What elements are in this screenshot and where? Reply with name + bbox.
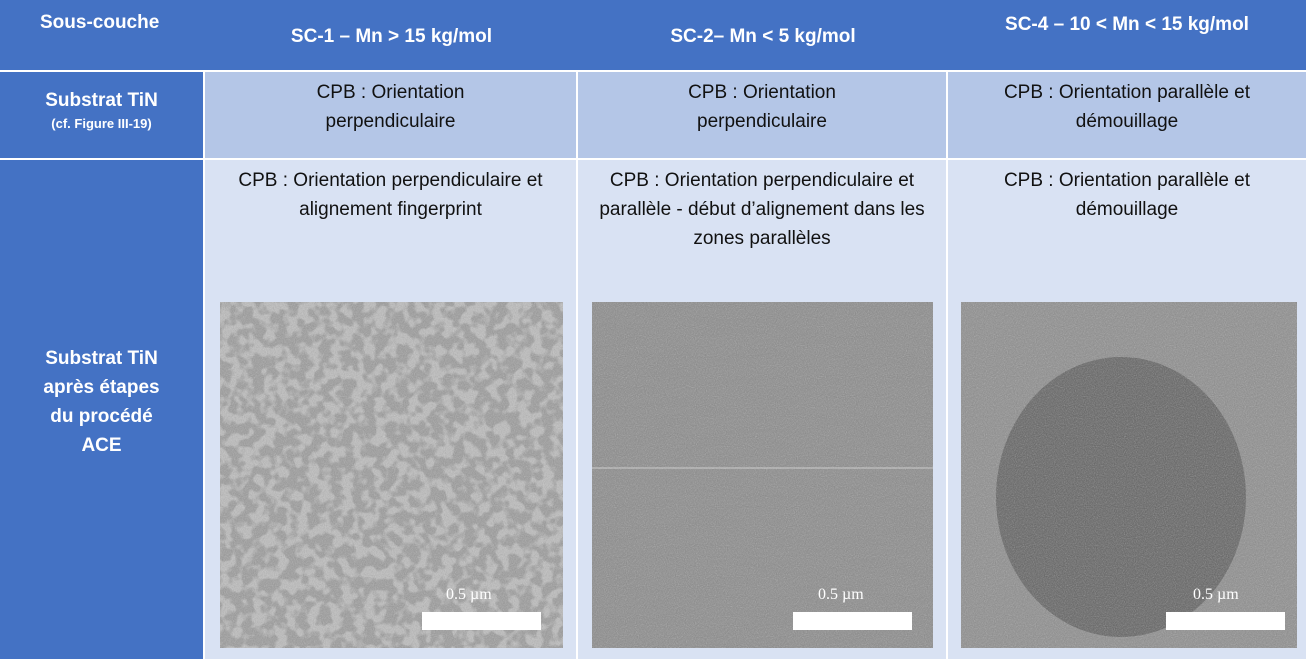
header-cell: SC-2– Mn < 5 kg/mol <box>578 0 948 70</box>
row-note: (cf. Figure III-19) <box>51 116 152 131</box>
table-cell: CPB : Orientation parallèle et démouilla… <box>948 72 1306 158</box>
scale-bar-label: 0.5 µm <box>1193 586 1239 603</box>
header-cell: SC-1 – Mn > 15 kg/mol <box>205 0 578 70</box>
row-label: Substrat TiN (cf. Figure III-19) <box>0 72 203 158</box>
row-label-text: Substrat TiN <box>45 90 158 111</box>
scale-bar <box>422 612 541 630</box>
sem-image <box>592 302 933 648</box>
row-label: Substrat TiN après étapes du procédé ACE <box>0 160 203 659</box>
table-cell: CPB : Orientation perpendiculaire <box>578 72 946 158</box>
scale-bar-label: 0.5 µm <box>446 586 492 603</box>
header-cell: Sous-couche <box>0 0 205 70</box>
scale-bar-label: 0.5 µm <box>818 586 864 603</box>
sem-image <box>220 302 563 648</box>
header-cell: SC-4 – 10 < Mn < 15 kg/mol <box>948 0 1306 70</box>
scale-bar <box>1166 612 1285 630</box>
sem-image <box>961 302 1297 648</box>
table-cell: CPB : Orientation perpendiculaire <box>205 72 576 158</box>
scale-bar <box>793 612 912 630</box>
